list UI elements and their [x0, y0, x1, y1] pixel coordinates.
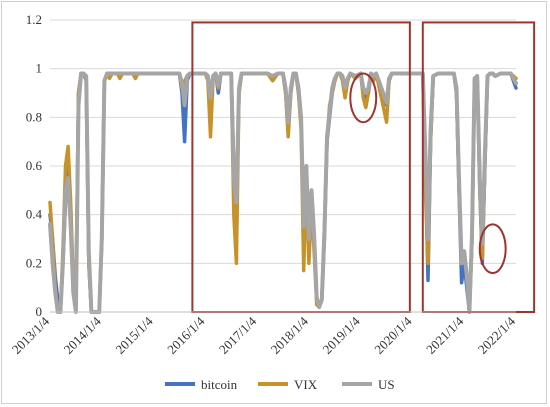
highlight-circle-2 [349, 72, 378, 124]
y-tick-label: 0.2 [26, 255, 42, 270]
y-tick-label: 1.2 [26, 12, 42, 27]
y-tick-label: 0 [36, 304, 43, 319]
gridlines [50, 19, 516, 264]
series-line-bitcoin [48, 71, 518, 314]
x-tick-label: 2014/1/4 [61, 313, 105, 357]
x-tick-label: 2013/1/4 [9, 313, 53, 357]
x-tick-label: 2022/1/4 [475, 313, 519, 357]
legend: bitcoin VIX US [165, 377, 395, 392]
legend-label-VIX: VIX [294, 377, 318, 392]
x-tick-label: 2015/1/4 [112, 313, 156, 357]
y-tick-label: 0.8 [26, 109, 42, 124]
x-tick-label: 2016/1/4 [164, 313, 208, 357]
x-tick-label: 2021/1/4 [423, 313, 467, 357]
legend-label-US: US [378, 377, 395, 392]
series-lines [48, 71, 518, 314]
x-tick-label: 2019/1/4 [319, 313, 363, 357]
y-tick-label: 0.6 [26, 158, 43, 173]
legend-label-bitcoin: bitcoin [201, 377, 238, 392]
y-tick-label: 0.4 [26, 207, 43, 222]
x-tick-label: 2018/1/4 [268, 313, 312, 357]
x-tick-label: 2020/1/4 [371, 313, 415, 357]
y-axis-ticks: 0 0.2 0.4 0.6 0.8 1 1.2 [26, 12, 43, 319]
series-line-US [48, 71, 518, 314]
x-tick-label: 2017/1/4 [216, 313, 260, 357]
y-tick-label: 1 [36, 61, 43, 76]
highlight-circle-3 [478, 223, 507, 275]
x-axis-ticks: 2013/1/4 2014/1/4 2015/1/4 2016/1/4 2017/1/4… [9, 313, 519, 357]
series-line-VIX [48, 71, 518, 314]
